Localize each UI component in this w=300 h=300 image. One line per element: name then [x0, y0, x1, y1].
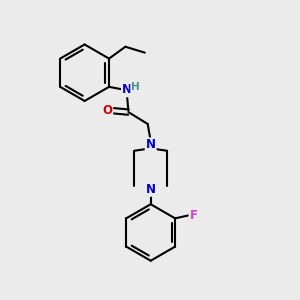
Text: N: N: [146, 138, 156, 151]
Text: N: N: [122, 83, 132, 96]
Text: N: N: [146, 183, 156, 196]
Text: H: H: [131, 82, 140, 92]
Text: O: O: [102, 104, 112, 117]
Text: F: F: [190, 209, 198, 222]
